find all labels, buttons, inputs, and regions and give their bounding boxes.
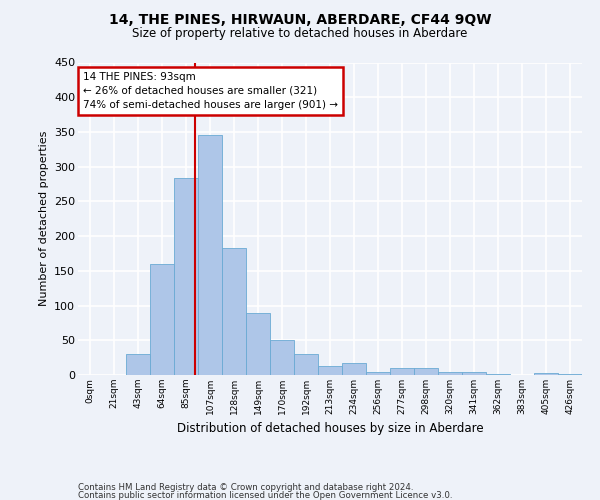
Bar: [198, 136, 222, 375]
Text: 14 THE PINES: 93sqm
← 26% of detached houses are smaller (321)
74% of semi-detac: 14 THE PINES: 93sqm ← 26% of detached ho…: [83, 72, 338, 110]
Bar: [414, 368, 438, 375]
Bar: [246, 312, 270, 375]
Bar: [534, 373, 558, 375]
Bar: [294, 354, 318, 375]
Bar: [438, 372, 462, 375]
Bar: [558, 374, 582, 375]
Bar: [270, 340, 294, 375]
Bar: [222, 248, 246, 375]
Bar: [126, 354, 150, 375]
Text: Size of property relative to detached houses in Aberdare: Size of property relative to detached ho…: [133, 28, 467, 40]
X-axis label: Distribution of detached houses by size in Aberdare: Distribution of detached houses by size …: [176, 422, 484, 436]
Y-axis label: Number of detached properties: Number of detached properties: [38, 131, 49, 306]
Bar: [342, 362, 366, 375]
Bar: [174, 178, 198, 375]
Bar: [318, 366, 342, 375]
Text: 14, THE PINES, HIRWAUN, ABERDARE, CF44 9QW: 14, THE PINES, HIRWAUN, ABERDARE, CF44 9…: [109, 12, 491, 26]
Bar: [486, 374, 510, 375]
Bar: [366, 372, 390, 375]
Text: Contains public sector information licensed under the Open Government Licence v3: Contains public sector information licen…: [78, 491, 452, 500]
Bar: [390, 368, 414, 375]
Bar: [462, 372, 486, 375]
Text: Contains HM Land Registry data © Crown copyright and database right 2024.: Contains HM Land Registry data © Crown c…: [78, 484, 413, 492]
Bar: [150, 264, 174, 375]
